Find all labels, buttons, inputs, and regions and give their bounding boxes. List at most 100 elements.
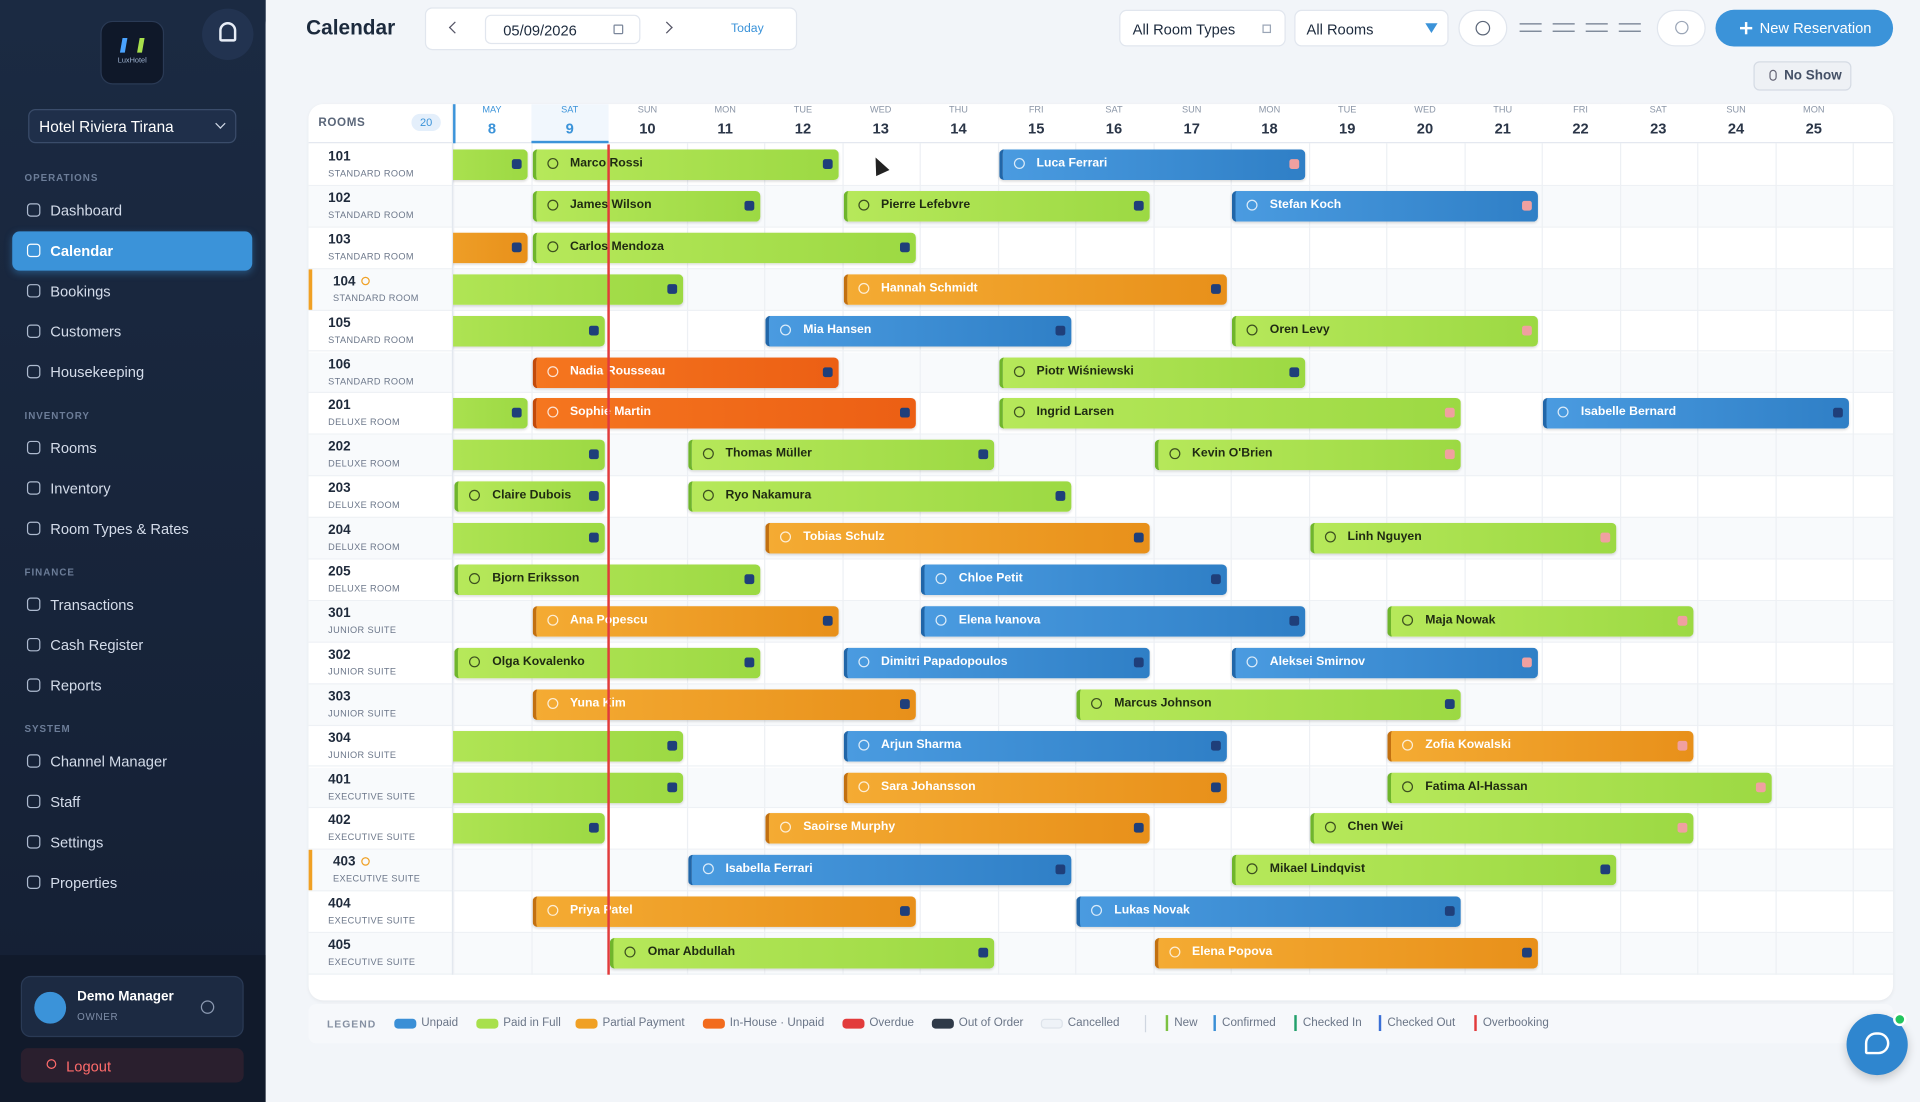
no-show-button[interactable]: No Show [1753, 61, 1852, 91]
status-icon [1168, 448, 1180, 460]
reservation-bar[interactable]: Hannah Schmidt [843, 273, 1227, 305]
reservation-bar[interactable]: na Rossi [453, 730, 683, 762]
reservation-bar[interactable]: Sara Johansson [843, 772, 1227, 803]
reservation-bar[interactable] [453, 398, 528, 430]
day-number: 15 [1028, 120, 1045, 138]
nav-item[interactable]: Reports [12, 666, 252, 705]
nav-item[interactable]: Staff [12, 782, 252, 821]
nav-item[interactable]: Room Types & Rates [12, 509, 252, 548]
status-icon [780, 531, 792, 543]
nav-item[interactable]: Settings [12, 823, 252, 862]
reservation-bar[interactable]: Oren Levy [1231, 315, 1538, 347]
reservation-bar[interactable]: Luca Ferrari [998, 149, 1305, 180]
reservation-bar[interactable]: Ana Popescu [532, 605, 839, 637]
zoom-button[interactable] [1618, 23, 1641, 32]
reservation-bar[interactable]: Kevin O'Brien [1154, 439, 1461, 471]
chat-button[interactable] [1846, 1012, 1908, 1076]
reservation-bar[interactable] [453, 149, 528, 180]
reservation-bar[interactable]: Isabelle Bernard [1542, 398, 1849, 430]
nav-item[interactable]: Dashboard [12, 191, 252, 230]
nav-item[interactable]: Calendar [12, 231, 253, 271]
guest-name: Chen Wei [1347, 820, 1404, 835]
reservation-bar[interactable]: Stefan Koch [1231, 190, 1538, 222]
nav-item[interactable]: Inventory [12, 469, 252, 508]
reservation-bar[interactable]: James Wilson [532, 190, 761, 222]
reservation-bar[interactable]: Ingrid Larsen [998, 398, 1461, 430]
reservation-bar[interactable]: Zofia Kowalski [1387, 730, 1694, 762]
block-button[interactable] [1458, 9, 1508, 47]
reservation-bar[interactable]: Nadia Rousseau [532, 356, 839, 388]
status-icon [1168, 946, 1180, 958]
reservation-bar[interactable]: Mikael Lindqvist [1231, 855, 1616, 886]
hotel-select[interactable]: Hotel Riviera Tirana [28, 108, 237, 144]
today-button[interactable]: Today [731, 22, 764, 36]
reservation-bar[interactable]: Fatima Al-Hassan [1387, 772, 1772, 803]
reservation-bar[interactable]: l Al-Rashid [453, 273, 683, 305]
reservation-bar[interactable]: Sophie Martin [532, 398, 916, 430]
reservation-bar[interactable]: Aleksei Smirnov [1231, 647, 1538, 679]
reservation-bar[interactable]: Linh Nguyen [1309, 522, 1616, 554]
nav-item[interactable]: Transactions [12, 585, 252, 624]
reservation-bar[interactable]: Lukas Novak [1076, 896, 1461, 928]
reservation-bar[interactable]: Tobias Schulz [765, 522, 1150, 554]
reservation-bar[interactable]: Thomas Müller [687, 439, 994, 471]
nav-item[interactable]: Bookings [12, 272, 252, 311]
reservation-bar[interactable]: Dimitri Papadopoulos [843, 647, 1150, 679]
reservation-bar[interactable]: Mia Hansen [765, 315, 1072, 347]
settings-icon[interactable] [200, 1000, 215, 1014]
reservation-bar[interactable]: Marcus Johnson [1076, 689, 1461, 720]
reservation-bar[interactable]: Omar Abdullah [609, 938, 994, 969]
reservation-bar[interactable]: Elena Ivanova [920, 605, 1305, 637]
nav-item[interactable]: Housekeeping [12, 353, 252, 392]
nav-item[interactable]: Cash Register [12, 626, 252, 665]
room-type: EXECUTIVE SUITE [328, 914, 416, 926]
room-type-filter[interactable]: All Room Types [1119, 9, 1286, 47]
status-icon [546, 905, 558, 917]
reservation-bar[interactable]: Maja Nowak [1387, 605, 1694, 637]
guest-name: Marco Rossi [570, 156, 643, 171]
column-line [1852, 104, 1854, 975]
reservation-bar[interactable]: Chloe Petit [920, 564, 1227, 596]
reservation-bar[interactable]: Priya Patel [532, 896, 916, 928]
nav-item[interactable]: Customers [12, 312, 252, 351]
reservation-bar[interactable]: Arjun Sharma [843, 730, 1227, 762]
logout-button[interactable]: Logout [20, 1048, 244, 1083]
nav-item[interactable]: Properties [12, 863, 252, 902]
reservation-bar[interactable] [453, 522, 605, 554]
reservation-bar[interactable]: Yuna Kim [532, 689, 916, 720]
nav-icon [26, 203, 41, 217]
nav-icon [26, 794, 41, 809]
reservation-bar[interactable]: Piotr Wiśniewski [998, 356, 1305, 388]
legend-label: Cancelled [1067, 1016, 1120, 1030]
next-button[interactable] [660, 21, 673, 34]
prev-button[interactable] [448, 21, 461, 34]
bell-button[interactable] [202, 8, 254, 61]
day-name: WED [1414, 104, 1436, 116]
reservation-bar[interactable]: Chen Wei [1309, 813, 1694, 845]
reservation-bar[interactable] [453, 813, 605, 845]
reservation-bar[interactable]: Ryo Nakamura [687, 481, 1072, 513]
status-icon [1013, 157, 1025, 169]
nav-item[interactable]: Channel Manager [12, 742, 252, 781]
reservation-bar[interactable] [453, 232, 528, 264]
reservation-bar[interactable]: Elena Popova [1154, 938, 1538, 969]
reservation-bar[interactable]: Bauer [453, 439, 605, 471]
reservation-bar[interactable]: Brown [453, 315, 605, 347]
reservation-bar[interactable]: Pierre Lefebvre [843, 190, 1150, 222]
reservation-bar[interactable]: Marco Rossi [532, 149, 839, 180]
new-reservation-button[interactable]: New Reservation [1715, 9, 1894, 47]
payment-badge [1599, 532, 1610, 543]
payment-badge [1677, 823, 1688, 834]
reservation-bar[interactable]: Saoirse Murphy [765, 813, 1150, 845]
info-button[interactable] [1656, 9, 1706, 47]
room-filter[interactable]: All Rooms [1294, 9, 1449, 47]
reservation-bar[interactable]: na García [453, 772, 683, 803]
date-input[interactable]: 05/09/2026 [484, 14, 641, 45]
reservation-bar[interactable]: Carlos Mendoza [532, 232, 916, 264]
zoom-button[interactable] [1519, 23, 1542, 32]
reservation-bar[interactable]: Claire Dubois [454, 481, 605, 513]
nav-item[interactable]: Rooms [12, 429, 252, 468]
zoom-button[interactable] [1552, 23, 1575, 32]
reservation-bar[interactable]: Isabella Ferrari [687, 855, 1072, 886]
zoom-button[interactable] [1585, 23, 1608, 32]
